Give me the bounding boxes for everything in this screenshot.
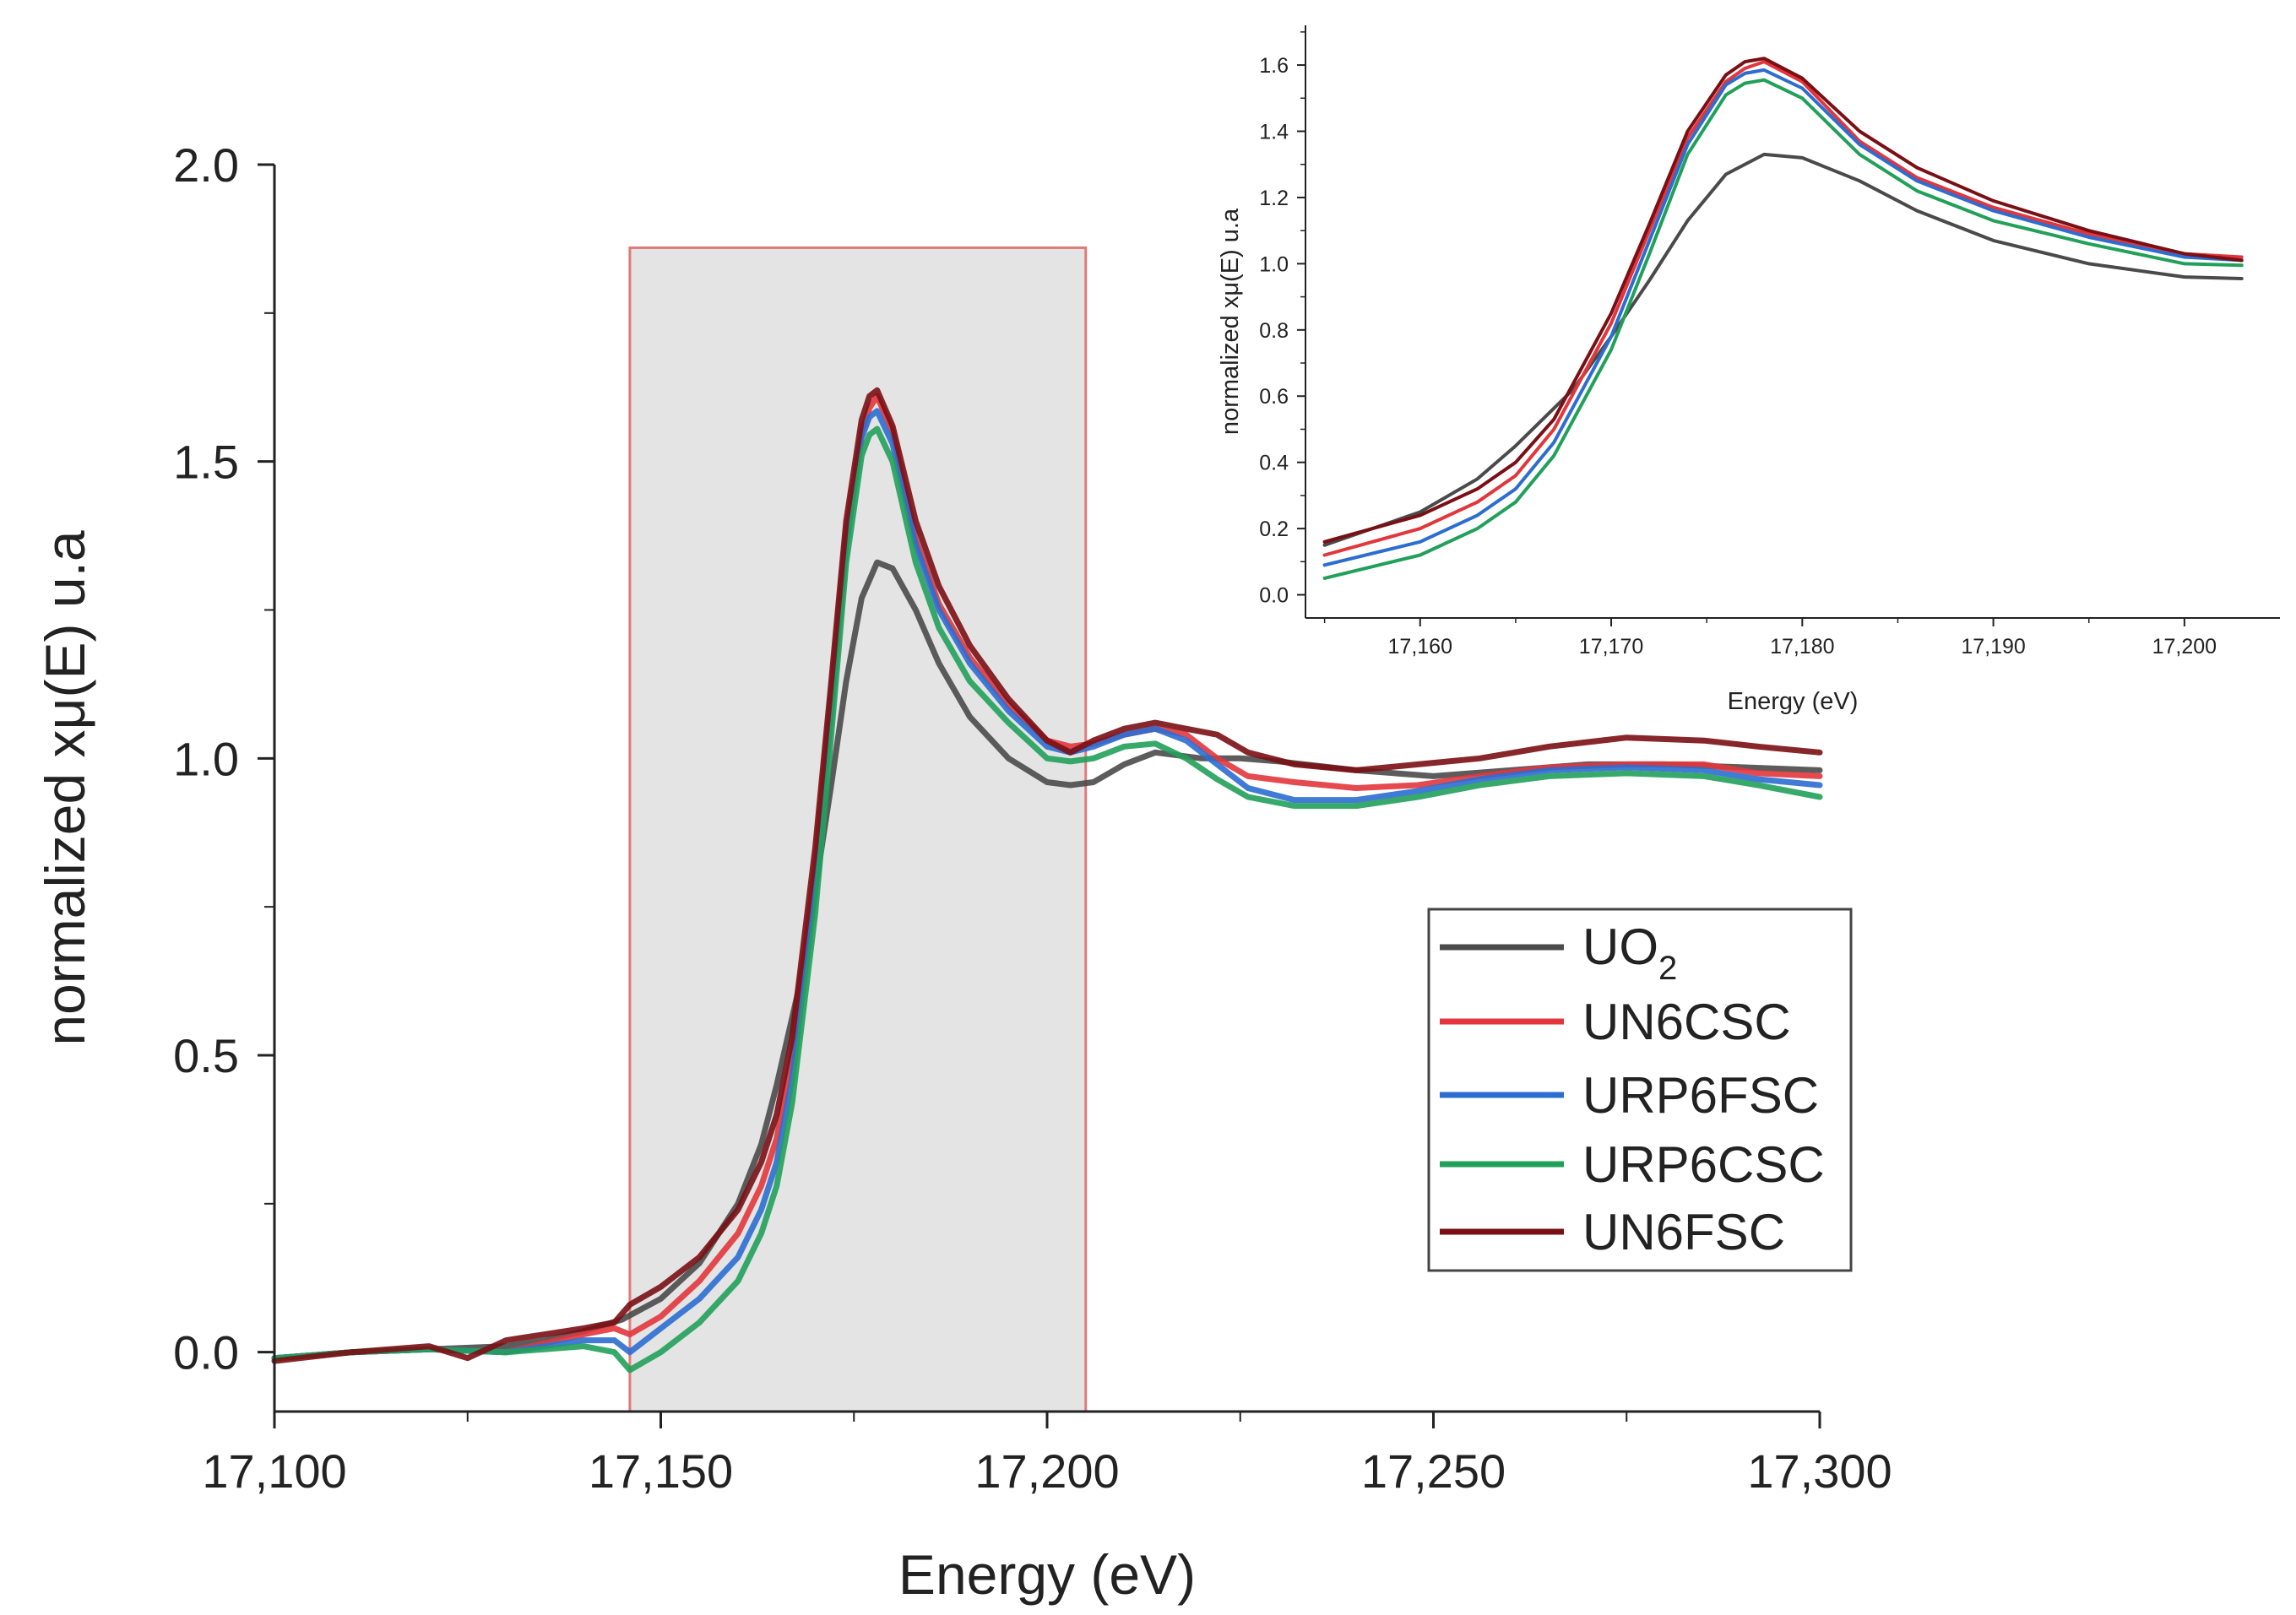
inset-series-group [1322, 57, 2244, 580]
inset-y-ticks: 0.0 0.2 0.4 0.6 0.8 1.0 1.2 1.4 1.6 [1259, 31, 1305, 608]
legend-label-uo2: UO2 [1582, 919, 1677, 987]
inset-x-axis-label: Energy (eV) [1728, 688, 1859, 715]
inset-x-tick-label: 17,180 [1770, 635, 1834, 658]
inset-y-tick-label: 0.4 [1259, 452, 1289, 475]
inset-series-line-un6csc [1322, 60, 2244, 557]
legend-label-un6csc: UN6CSC [1582, 994, 1791, 1050]
inset-chart: 17,160 17,170 17,180 17,190 17,200 0.0 0.2 0.4… [1217, 19, 2290, 715]
inset-x-tick-label: 17,160 [1388, 635, 1452, 658]
inset-y-tick-label: 1.2 [1259, 187, 1289, 210]
main-x-axis-label: Energy (eV) [898, 1543, 1196, 1606]
inset-x-ticks: 17,160 17,170 17,180 17,190 17,200 [1323, 618, 2217, 658]
inset-series-line-uo2 [1322, 152, 2244, 547]
y-tick-label: 1.5 [173, 436, 239, 489]
y-tick-label: 0.5 [173, 1029, 239, 1082]
series-line-urp6fsc [271, 408, 1823, 1362]
x-tick-label: 17,150 [589, 1444, 733, 1498]
y-tick-label: 1.0 [173, 732, 239, 785]
x-tick-label: 17,250 [1361, 1444, 1506, 1498]
inset-x-tick-label: 17,170 [1579, 635, 1643, 658]
legend-label-un6fsc: UN6FSC [1582, 1204, 1785, 1260]
legend-label-urp6fsc: URP6FSC [1582, 1067, 1819, 1124]
y-tick-label: 2.0 [173, 138, 239, 192]
y-tick-label: 0.0 [173, 1326, 239, 1379]
main-series-group [271, 387, 1823, 1374]
inset-x-tick-label: 17,200 [2152, 635, 2217, 658]
main-chart: 17,100 17,150 17,200 17,250 17,300 0.0 0.5 1.0… [34, 138, 1892, 1606]
inset-series-line-urp6csc [1322, 78, 2244, 580]
legend: UO2 UN6CSC URP6FSC URP6CSC UN6FSC [1427, 908, 1853, 1272]
inset-y-axis-label: normalized xμ(E) u.a [1217, 208, 1244, 435]
legend-box [1427, 908, 1853, 1272]
series-line-urp6csc [271, 425, 1823, 1374]
inset-y-tick-label: 0.8 [1259, 319, 1289, 343]
series-line-un6fsc [271, 387, 1823, 1364]
inset-x-tick-label: 17,190 [1961, 635, 2025, 658]
inset-y-tick-label: 0.0 [1259, 584, 1289, 608]
main-x-ticks: 17,100 17,150 17,200 17,250 17,300 [202, 1412, 1892, 1498]
highlighted-energy-region [628, 246, 1088, 1413]
inset-y-tick-label: 0.6 [1259, 385, 1289, 409]
main-y-axis-label: normalized xμ(E) u.a [34, 530, 96, 1046]
inset-y-tick-label: 1.6 [1259, 54, 1289, 78]
x-tick-label: 17,200 [974, 1444, 1119, 1498]
inset-background [1300, 19, 2290, 642]
inset-series-line-urp6fsc [1322, 68, 2244, 567]
inset-y-tick-label: 0.2 [1259, 518, 1289, 541]
inset-y-tick-label: 1.4 [1259, 120, 1289, 144]
legend-label-urp6csc: URP6CSC [1582, 1136, 1825, 1193]
inset-y-tick-label: 1.0 [1259, 252, 1289, 276]
main-y-ticks: 0.0 0.5 1.0 1.5 2.0 [173, 138, 274, 1379]
x-tick-label: 17,100 [202, 1444, 346, 1498]
x-tick-label: 17,300 [1747, 1444, 1892, 1498]
inset-series-line-un6fsc [1322, 57, 2244, 544]
